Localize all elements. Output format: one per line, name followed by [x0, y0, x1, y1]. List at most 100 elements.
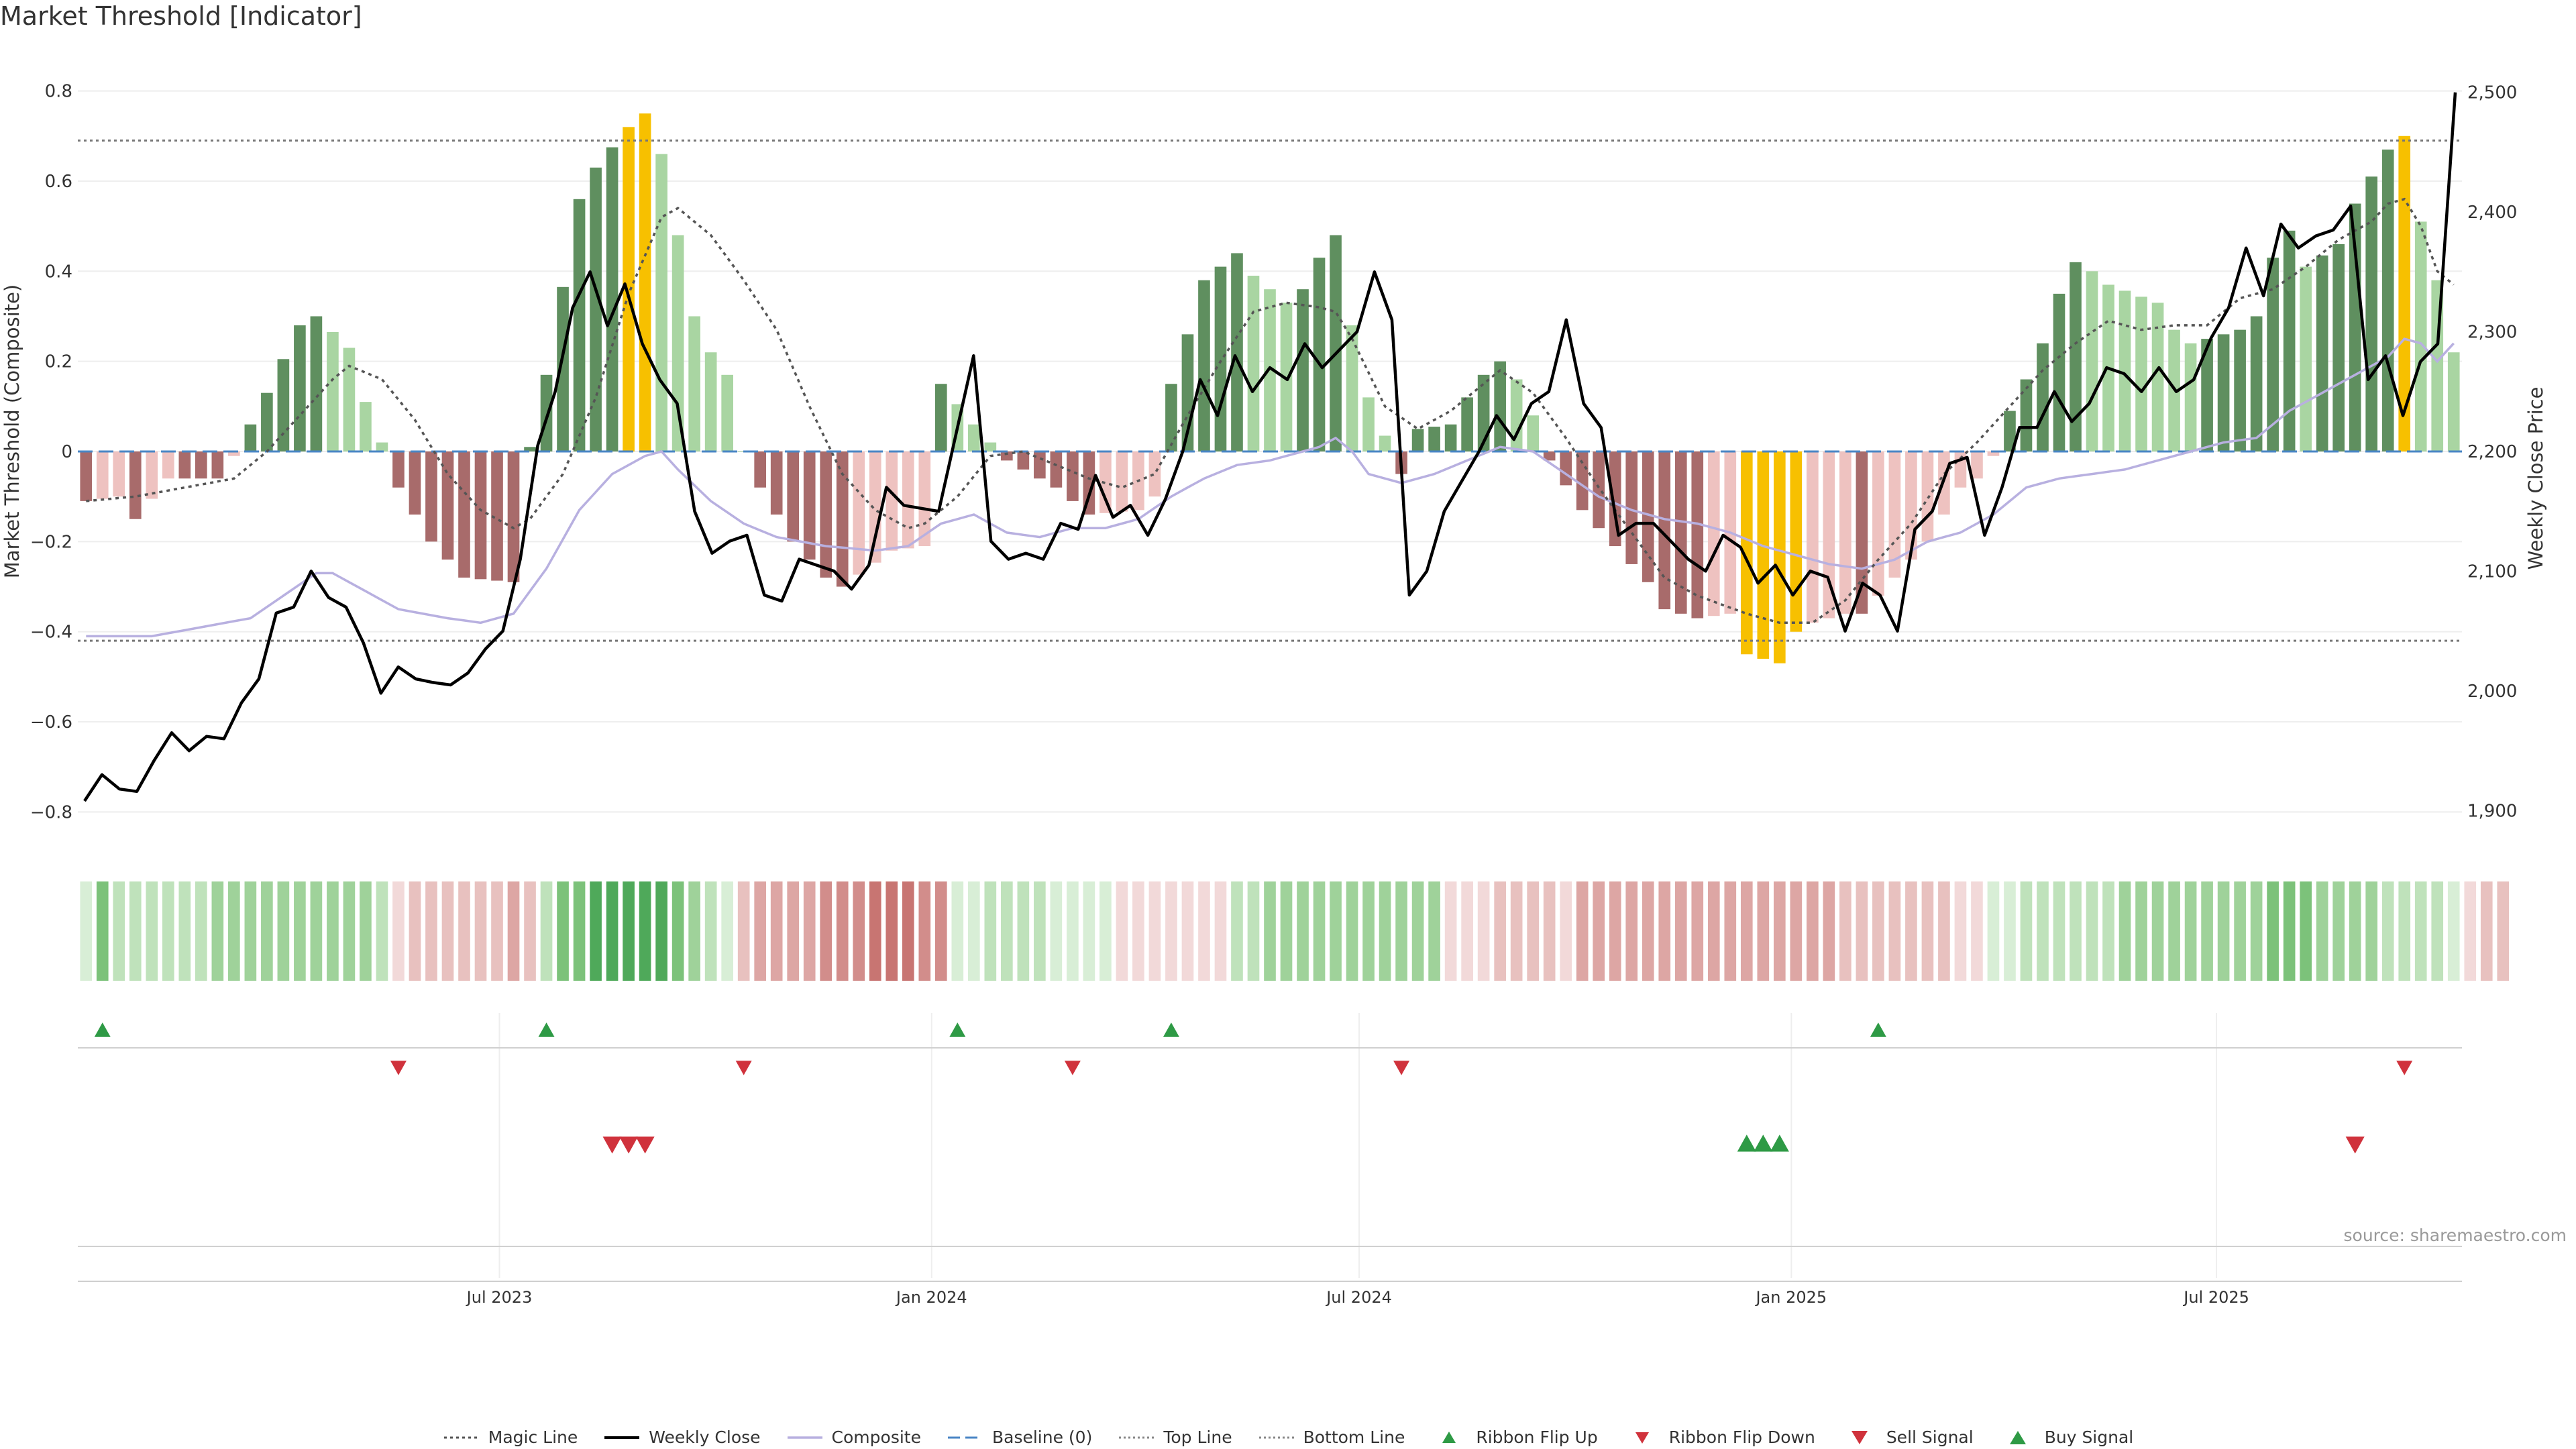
right-tick-label: 2,200 — [2467, 442, 2517, 462]
triangle-down-icon — [1635, 1432, 1649, 1444]
right-tick-label: 2,100 — [2467, 561, 2517, 582]
ribbon-cell — [2316, 881, 2328, 981]
histogram-bar — [392, 451, 405, 488]
ribbon-cell — [228, 881, 240, 981]
histogram-bar — [327, 331, 339, 451]
x-tick-label: Jul 2024 — [1325, 1288, 1392, 1307]
ribbon-cell — [2381, 881, 2394, 981]
legend-item: Buy Signal — [1999, 1428, 2134, 1447]
ribbon-cell — [2480, 881, 2493, 981]
legend-label: Magic Line — [488, 1428, 578, 1447]
ribbon-cell — [1313, 881, 1326, 981]
ribbon-cell — [639, 881, 651, 981]
histogram-bar — [1707, 451, 1720, 616]
ribbon-cell — [1609, 881, 1621, 981]
ribbon-cell — [2431, 881, 2444, 981]
x-tick-label: Jul 2025 — [2182, 1288, 2249, 1307]
ribbon-cell — [1280, 881, 1293, 981]
legend-label: Weekly Close — [649, 1428, 761, 1447]
histogram-bar — [1856, 451, 1868, 614]
ribbon-flip-up-marker — [949, 1022, 966, 1037]
ribbon-cell — [294, 881, 306, 981]
ribbon-cell — [1954, 881, 1967, 981]
dotted-line-icon — [1119, 1436, 1155, 1438]
histogram-bar — [146, 451, 158, 499]
histogram-bar — [672, 235, 684, 451]
ribbon-cell — [803, 881, 816, 981]
histogram-bar — [688, 316, 700, 451]
ribbon-cell — [2349, 881, 2361, 981]
ribbon-cell — [754, 881, 767, 981]
ribbon-cell — [885, 881, 898, 981]
x-tick-label: Jul 2023 — [466, 1288, 533, 1307]
histogram-bar — [1740, 451, 1753, 655]
histogram-bar — [2365, 176, 2378, 451]
ribbon-cell — [2086, 881, 2098, 981]
ribbon-cell — [1839, 881, 1851, 981]
histogram-bar — [2201, 339, 2213, 451]
legend-item: Weekly Close — [603, 1428, 761, 1447]
ribbon-cell — [1477, 881, 1490, 981]
magic-line — [86, 197, 2455, 625]
histogram-bar — [704, 352, 717, 451]
histogram-bar — [934, 384, 947, 451]
ribbon-cell — [1461, 881, 1473, 981]
histogram-bar — [1067, 451, 1079, 501]
ribbon-cell — [590, 881, 602, 981]
ribbon-cell — [244, 881, 257, 981]
ribbon-cell — [951, 881, 964, 981]
right-tick-label: 2,300 — [2467, 323, 2517, 343]
ribbon-flip-down-marker — [1393, 1061, 1410, 1075]
legend-item: Magic Line — [443, 1428, 578, 1447]
ribbon-cell — [458, 881, 470, 981]
histogram-bar — [2037, 343, 2049, 451]
legend-label: Buy Signal — [2044, 1428, 2134, 1447]
histogram-bar — [80, 451, 93, 501]
ribbon-cell — [1872, 881, 1884, 981]
histogram-bar — [1527, 415, 1539, 451]
histogram-bar — [277, 359, 290, 451]
ribbon-cell — [557, 881, 569, 981]
histogram-bar — [2332, 244, 2345, 451]
line-icon — [787, 1436, 822, 1439]
ribbon-cell — [1444, 881, 1457, 981]
ribbon-cell — [1494, 881, 1506, 981]
histogram-bar — [1247, 276, 1260, 451]
ribbon-cell — [1214, 881, 1227, 981]
ribbon-cell — [2250, 881, 2263, 981]
ribbon-flip-up-marker — [94, 1022, 111, 1037]
ribbon-cell — [2118, 881, 2131, 981]
ribbon-cell — [360, 881, 372, 981]
right-tick-label: 1,900 — [2467, 801, 2517, 821]
histogram-bar — [606, 147, 619, 451]
ribbon-cell — [1428, 881, 1440, 981]
ribbon-cell — [1165, 881, 1177, 981]
ribbon-cell — [1181, 881, 1194, 981]
ribbon-cell — [1888, 881, 1901, 981]
histogram-bar — [557, 286, 569, 451]
ribbon-cell — [1807, 881, 1819, 981]
ribbon-cell — [376, 881, 388, 981]
ribbon-cell — [2234, 881, 2246, 981]
histogram-bar — [1839, 451, 1851, 614]
histogram-bar — [1083, 451, 1095, 515]
left-tick-label: 0 — [61, 442, 72, 462]
histogram-bar — [787, 451, 800, 542]
ribbon-cell — [1510, 881, 1523, 981]
x-tick-label: Jan 2024 — [895, 1288, 967, 1307]
ribbon-cell — [1560, 881, 1572, 981]
histogram-bar — [2267, 258, 2279, 451]
legend-item: Ribbon Flip Down — [1623, 1428, 1815, 1447]
histogram-bar — [310, 316, 323, 451]
ribbon-cell — [146, 881, 158, 981]
right-tick-label: 2,000 — [2467, 682, 2517, 702]
histogram-bar — [1461, 397, 1473, 451]
ribbon-cell — [310, 881, 323, 981]
histogram-bar — [458, 451, 470, 578]
ribbon-cell — [1987, 881, 2000, 981]
histogram-bar — [2283, 230, 2296, 451]
histogram-bar — [2070, 262, 2082, 451]
histogram-bar — [294, 325, 306, 451]
ribbon-cell — [1247, 881, 1260, 981]
